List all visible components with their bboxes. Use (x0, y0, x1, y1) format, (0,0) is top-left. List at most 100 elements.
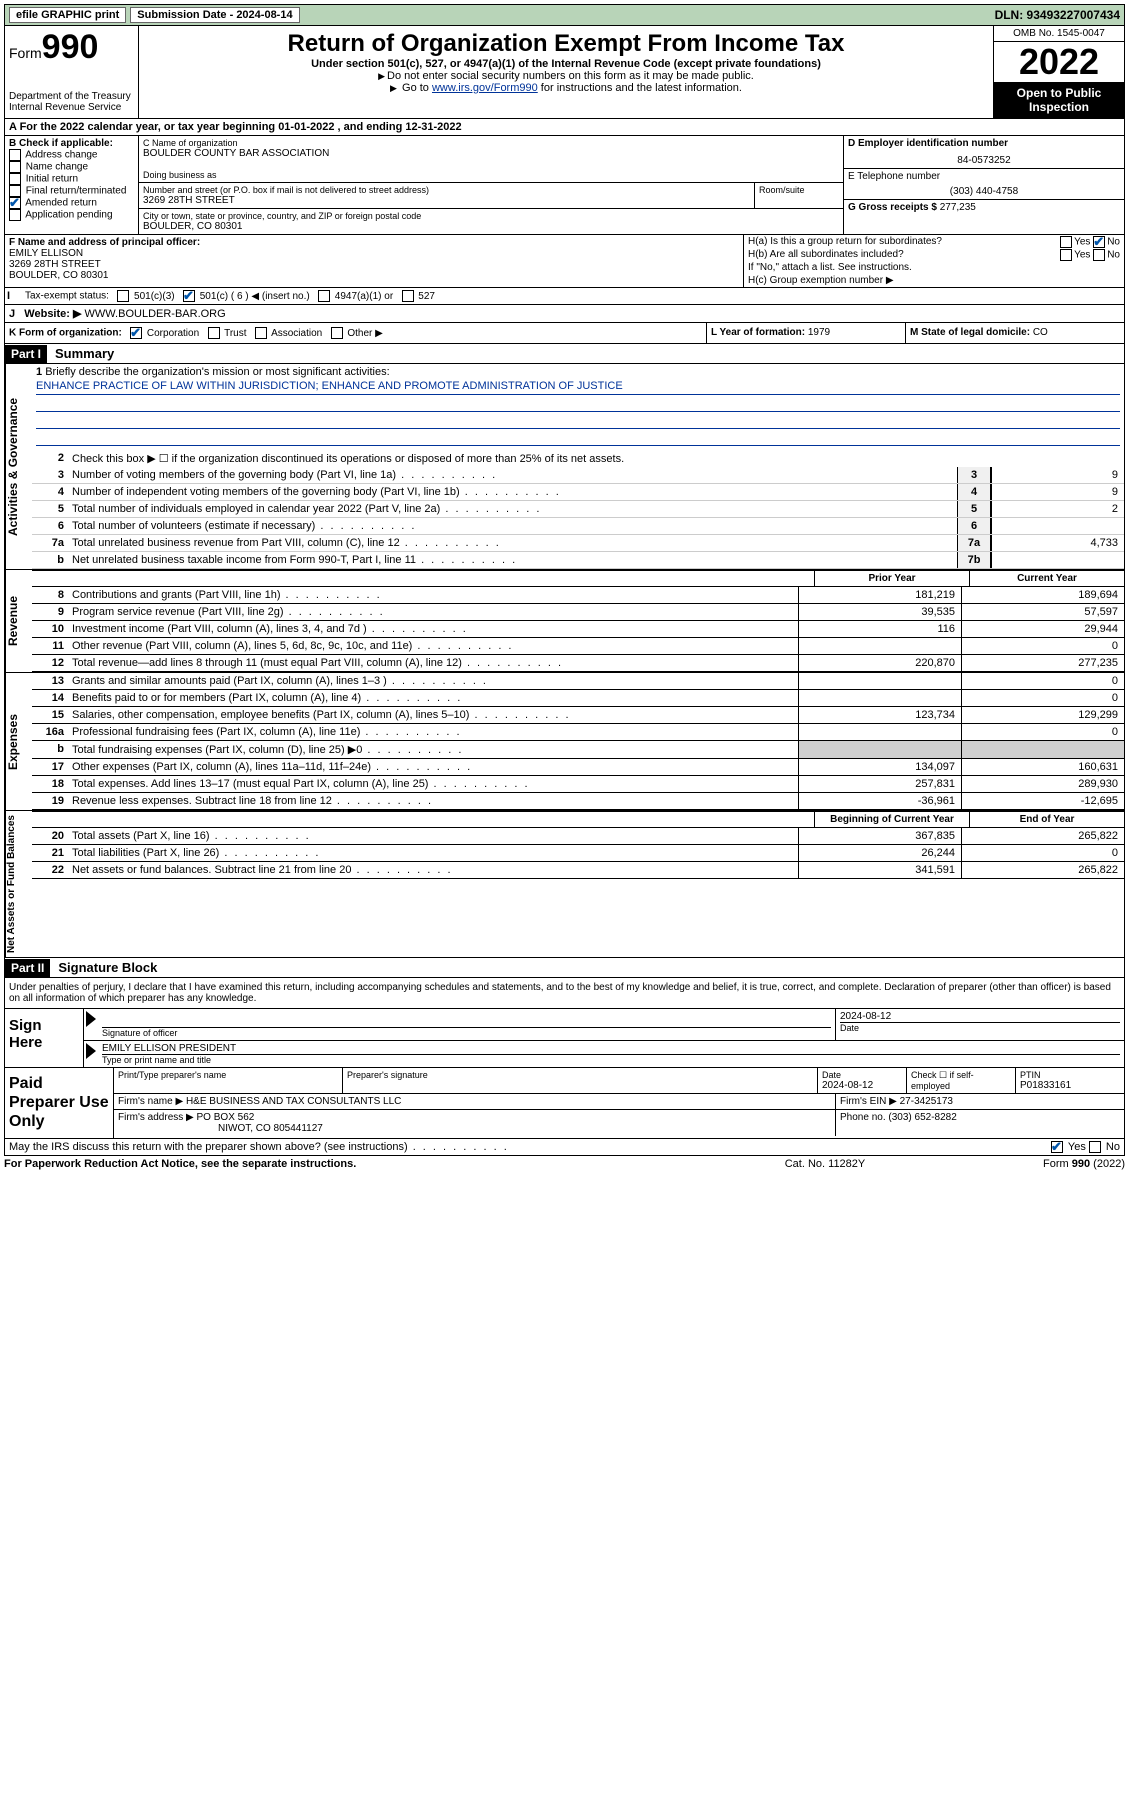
dba-label: Doing business as (143, 170, 839, 180)
gov-line: 2 Check this box ▶ ☐ if the organization… (32, 450, 1124, 467)
tax-status-checkbox[interactable] (402, 290, 414, 302)
sig-date-label: Date (840, 1022, 1120, 1033)
section-fh: F Name and address of principal officer:… (4, 235, 1125, 288)
prep-row-1: Print/Type preparer's name Preparer's si… (114, 1068, 1124, 1094)
preparer-block: Paid Preparer Use Only Print/Type prepar… (4, 1068, 1125, 1139)
expense-line: b Total fundraising expenses (Part IX, c… (32, 741, 1124, 759)
gov-line: 6 Total number of volunteers (estimate i… (32, 518, 1124, 535)
state-value: CO (1033, 327, 1048, 338)
website-label: Website: ▶ (24, 308, 81, 320)
hb-row: H(b) Are all subordinates included? Yes … (744, 248, 1124, 261)
mission-blank1 (36, 397, 1120, 412)
ha-label: H(a) Is this a group return for subordin… (748, 236, 942, 247)
firm-name: H&E BUSINESS AND TAX CONSULTANTS LLC (186, 1096, 401, 1107)
suite-label: Room/suite (759, 185, 839, 195)
header-right: OMB No. 1545-0047 2022 Open to Public In… (993, 26, 1124, 118)
gov-line: 4 Number of independent voting members o… (32, 484, 1124, 501)
note2-post: for instructions and the latest informat… (538, 82, 742, 94)
prep-name-label: Print/Type preparer's name (118, 1070, 338, 1080)
sig-row-1: Signature of officer 2024-08-12 Date (84, 1009, 1124, 1041)
hb-no-checkbox[interactable] (1093, 249, 1105, 261)
colb-checkbox[interactable] (9, 209, 21, 221)
ha-yes-checkbox[interactable] (1060, 236, 1072, 248)
state-label: M State of legal domicile: (910, 327, 1030, 338)
firm-name-label: Firm's name ▶ (118, 1096, 183, 1107)
form-org-checkbox[interactable] (331, 327, 343, 339)
ha-no-checkbox[interactable] (1093, 236, 1105, 248)
ein-label: D Employer identification number (848, 138, 1120, 149)
firm-addr-label: Firm's address ▶ (118, 1112, 194, 1123)
form-org-checkbox[interactable] (208, 327, 220, 339)
col-m-state: M State of legal domicile: CO (906, 323, 1124, 343)
may-no-checkbox[interactable] (1089, 1141, 1101, 1153)
tax-status-checkbox[interactable] (183, 290, 195, 302)
colb-checkbox[interactable] (9, 149, 21, 161)
expense-line: 14 Benefits paid to or for members (Part… (32, 690, 1124, 707)
revenue-line: 8 Contributions and grants (Part VIII, l… (32, 587, 1124, 604)
expenses-side-label: Expenses (5, 673, 32, 810)
top-bar: efile GRAPHIC print Submission Date - 20… (4, 4, 1125, 26)
revenue-content: Prior Year Current Year 8 Contributions … (32, 570, 1124, 672)
officer-street: 3269 28TH STREET (9, 259, 739, 270)
dept-text: Department of the Treasury Internal Reve… (9, 91, 134, 113)
col-c-org: C Name of organization BOULDER COUNTY BA… (139, 136, 843, 234)
prep-row-2: Firm's name ▶ H&E BUSINESS AND TAX CONSU… (114, 1094, 1124, 1110)
mission-text: ENHANCE PRACTICE OF LAW WITHIN JURISDICT… (36, 380, 1120, 395)
revenue-line: 12 Total revenue—add lines 8 through 11 … (32, 655, 1124, 672)
part2-header: Part II Signature Block (4, 958, 1125, 978)
sig-arrow-icon-2 (86, 1043, 96, 1059)
hb-yes-checkbox[interactable] (1060, 249, 1072, 261)
officer-name: EMILY ELLISON (9, 248, 739, 259)
sign-right: Signature of officer 2024-08-12 Date EMI… (84, 1009, 1124, 1067)
colb-checkbox[interactable] (9, 161, 21, 173)
irs-link[interactable]: www.irs.gov/Form990 (432, 82, 538, 94)
footer: For Paperwork Reduction Act Notice, see … (4, 1156, 1125, 1172)
officer-label: F Name and address of principal officer: (9, 237, 739, 248)
submission-date-button[interactable]: Submission Date - 2024-08-14 (130, 7, 299, 23)
may-question: May the IRS discuss this return with the… (9, 1141, 509, 1153)
open-inspection: Open to Public Inspection (994, 82, 1124, 118)
colb-checkbox[interactable] (9, 173, 21, 185)
form-org-checkbox[interactable] (130, 327, 142, 339)
footer-cat: Cat. No. 11282Y (725, 1158, 925, 1170)
form-note1: Do not enter social security numbers on … (143, 70, 989, 82)
prior-year-header: Prior Year (814, 571, 969, 586)
efile-button[interactable]: efile GRAPHIC print (9, 7, 126, 23)
expense-line: 15 Salaries, other compensation, employe… (32, 707, 1124, 724)
begin-year-header: Beginning of Current Year (814, 812, 969, 827)
mission-num: 1 (36, 366, 42, 378)
gov-line: 3 Number of voting members of the govern… (32, 467, 1124, 484)
form-org-checkbox[interactable] (255, 327, 267, 339)
gross-cell: G Gross receipts $ 277,235 (844, 200, 1124, 215)
header-left: Form990 Department of the Treasury Inter… (5, 26, 139, 118)
expenses-content: 13 Grants and similar amounts paid (Part… (32, 673, 1124, 810)
may-yes-checkbox[interactable] (1051, 1141, 1063, 1153)
gov-line: 5 Total number of individuals employed i… (32, 501, 1124, 518)
dln-text: DLN: 93493227007434 (995, 8, 1120, 22)
sig-row-2: EMILY ELLISON PRESIDENT Type or print na… (84, 1041, 1124, 1067)
prep-date: 2024-08-12 (822, 1080, 902, 1091)
col-h-group: H(a) Is this a group return for subordin… (743, 235, 1124, 287)
mission-section: 1 Briefly describe the organization's mi… (32, 364, 1124, 450)
gov-line: b Net unrelated business taxable income … (32, 552, 1124, 569)
netasset-line: 20 Total assets (Part X, line 16) 367,83… (32, 828, 1124, 845)
col-de: D Employer identification number 84-0573… (843, 136, 1124, 234)
sig-officer-label: Signature of officer (102, 1028, 831, 1038)
colb-checkbox[interactable] (9, 197, 21, 209)
tax-status-checkbox[interactable] (117, 290, 129, 302)
tax-status-checkbox[interactable] (318, 290, 330, 302)
row-klm: K Form of organization: Corporation Trus… (4, 323, 1125, 344)
ptin-label: PTIN (1020, 1070, 1120, 1080)
tax-status-label: Tax-exempt status: (25, 291, 109, 302)
netassets-col-headers: Beginning of Current Year End of Year (32, 811, 1124, 828)
sig-name-label: Type or print name and title (102, 1055, 1120, 1065)
prep-row-3: Firm's address ▶ PO BOX 562 NIWOT, CO 80… (114, 1110, 1124, 1136)
gov-line: 7a Total unrelated business revenue from… (32, 535, 1124, 552)
omb-number: OMB No. 1545-0047 (994, 26, 1124, 42)
signature-intro: Under penalties of perjury, I declare th… (4, 978, 1125, 1009)
form-note2: Go to www.irs.gov/Form990 for instructio… (143, 82, 989, 94)
end-year-header: End of Year (969, 812, 1124, 827)
governance-content: 1 Briefly describe the organization's mi… (32, 364, 1124, 569)
sig-date: 2024-08-12 (840, 1011, 1120, 1022)
tax-status: Tax-exempt status: 501(c)(3) 501(c) ( 6 … (21, 288, 1124, 304)
